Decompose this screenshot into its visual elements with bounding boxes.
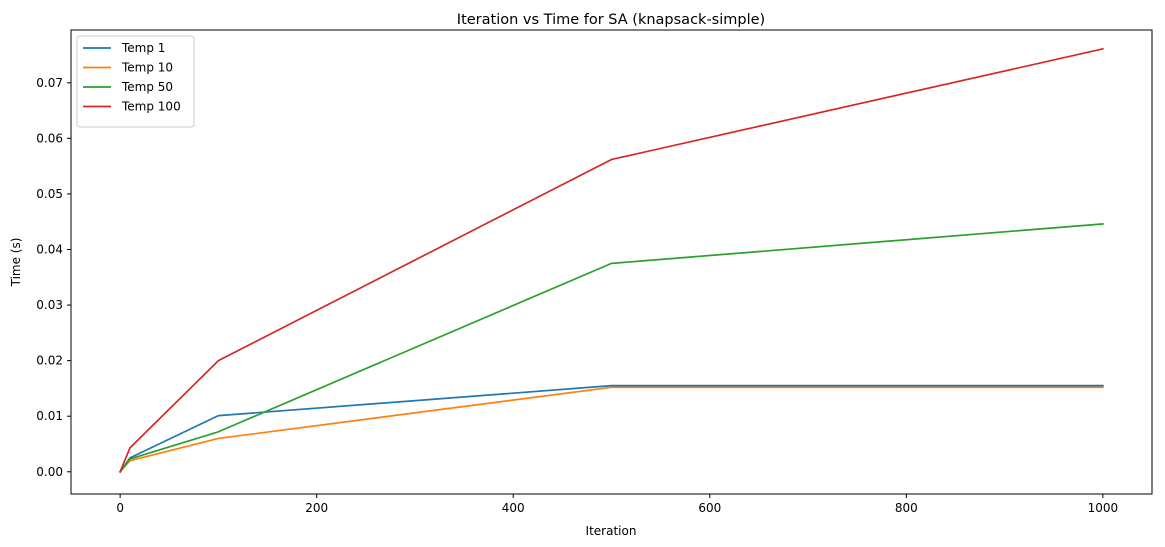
x-tick-label: 600	[698, 501, 721, 515]
plot-frame	[70, 29, 1153, 495]
plot-lines	[118, 47, 1104, 473]
y-tick-label: 0.06	[36, 131, 63, 145]
y-tick-label: 0.01	[36, 409, 63, 423]
y-axis-label: Time (s)	[9, 238, 23, 288]
series-line-1	[118, 384, 1104, 473]
x-tick-label: 1000	[1088, 501, 1119, 515]
x-axis-label: Iteration	[586, 524, 637, 538]
y-tick-label: 0.05	[36, 187, 63, 201]
x-tick-label: 0	[116, 501, 124, 515]
y-tick-label: 0.00	[36, 465, 63, 479]
chart-title: Iteration vs Time for SA (knapsack-simpl…	[457, 12, 765, 28]
series-line-3	[118, 223, 1104, 473]
y-axis: 0.00 0.01 0.02 0.03 0.04 0.05 0.06 0.07	[36, 76, 71, 479]
legend: Temp 1 Temp 10 Temp 50 Temp 100	[76, 35, 195, 128]
y-tick-label: 0.07	[36, 76, 63, 90]
y-tick-label: 0.02	[36, 354, 63, 368]
legend-label-2: Temp 10	[121, 61, 173, 75]
legend-box	[76, 35, 195, 128]
x-axis: 0 200 400 600 800 1000	[116, 494, 1118, 515]
legend-label-4: Temp 100	[121, 100, 181, 114]
legend-label-1: Temp 1	[121, 41, 165, 55]
x-tick-label: 400	[502, 501, 525, 515]
x-tick-label: 800	[895, 501, 918, 515]
y-tick-label: 0.03	[36, 298, 63, 312]
legend-label-3: Temp 50	[121, 80, 173, 94]
x-tick-label: 200	[305, 501, 328, 515]
y-tick-label: 0.04	[36, 242, 63, 256]
series-line-2	[118, 386, 1104, 473]
series-line-4	[119, 47, 1104, 473]
